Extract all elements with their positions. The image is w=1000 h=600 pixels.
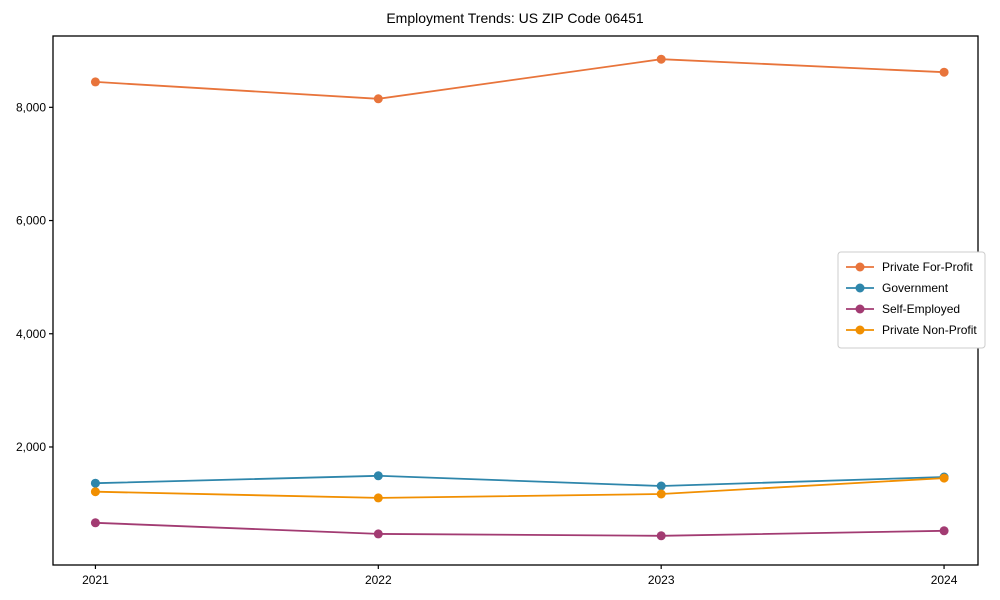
legend-item: Private Non-Profit: [846, 323, 977, 337]
legend-label: Self-Employed: [882, 302, 960, 316]
legend-label: Government: [882, 281, 949, 295]
legend-item: Government: [846, 281, 949, 295]
x-tick-label: 2023: [648, 573, 675, 587]
data-point-marker: [939, 67, 949, 77]
x-tick-label: 2024: [931, 573, 958, 587]
y-tick-label: 2,000: [16, 440, 46, 454]
legend-marker-swatch: [855, 262, 865, 272]
data-point-marker: [656, 489, 666, 499]
data-point-marker: [373, 471, 383, 481]
x-tick-label: 2021: [82, 573, 109, 587]
data-point-marker: [373, 94, 383, 104]
y-tick-label: 4,000: [16, 327, 46, 341]
legend-box: [837, 251, 986, 349]
line-series: [95, 474, 945, 487]
line-series: [95, 477, 945, 499]
x-tick-label: 2022: [365, 573, 392, 587]
legend-item: Private For-Profit: [846, 260, 973, 274]
legend-item: Self-Employed: [846, 302, 960, 316]
legend-label: Private For-Profit: [882, 260, 973, 274]
line-series: [95, 521, 945, 537]
data-point-marker: [90, 487, 100, 497]
data-point-marker: [939, 473, 949, 483]
data-point-marker: [656, 481, 666, 491]
data-point-marker: [373, 529, 383, 539]
legend-label: Private Non-Profit: [882, 323, 977, 337]
data-point-marker: [90, 478, 100, 488]
line-series: [95, 58, 945, 100]
series-layer: [90, 54, 949, 541]
data-point-marker: [373, 493, 383, 503]
data-point-marker: [939, 526, 949, 536]
legend-marker-swatch: [855, 283, 865, 293]
data-point-marker: [90, 77, 100, 87]
chart-title: Employment Trends: US ZIP Code 06451: [386, 10, 644, 26]
plot-area: 2,000 4,000 6,000 8,000 2021 2022 2023 2024: [16, 35, 979, 587]
legend-marker-swatch: [855, 304, 865, 314]
data-point-marker: [90, 518, 100, 528]
legend: Private For-Profit Government Self-Employe…: [837, 251, 986, 349]
data-point-marker: [656, 531, 666, 541]
legend-marker-swatch: [855, 325, 865, 335]
y-tick-label: 8,000: [16, 100, 46, 114]
data-point-marker: [656, 54, 666, 64]
y-tick-label: 6,000: [16, 214, 46, 228]
